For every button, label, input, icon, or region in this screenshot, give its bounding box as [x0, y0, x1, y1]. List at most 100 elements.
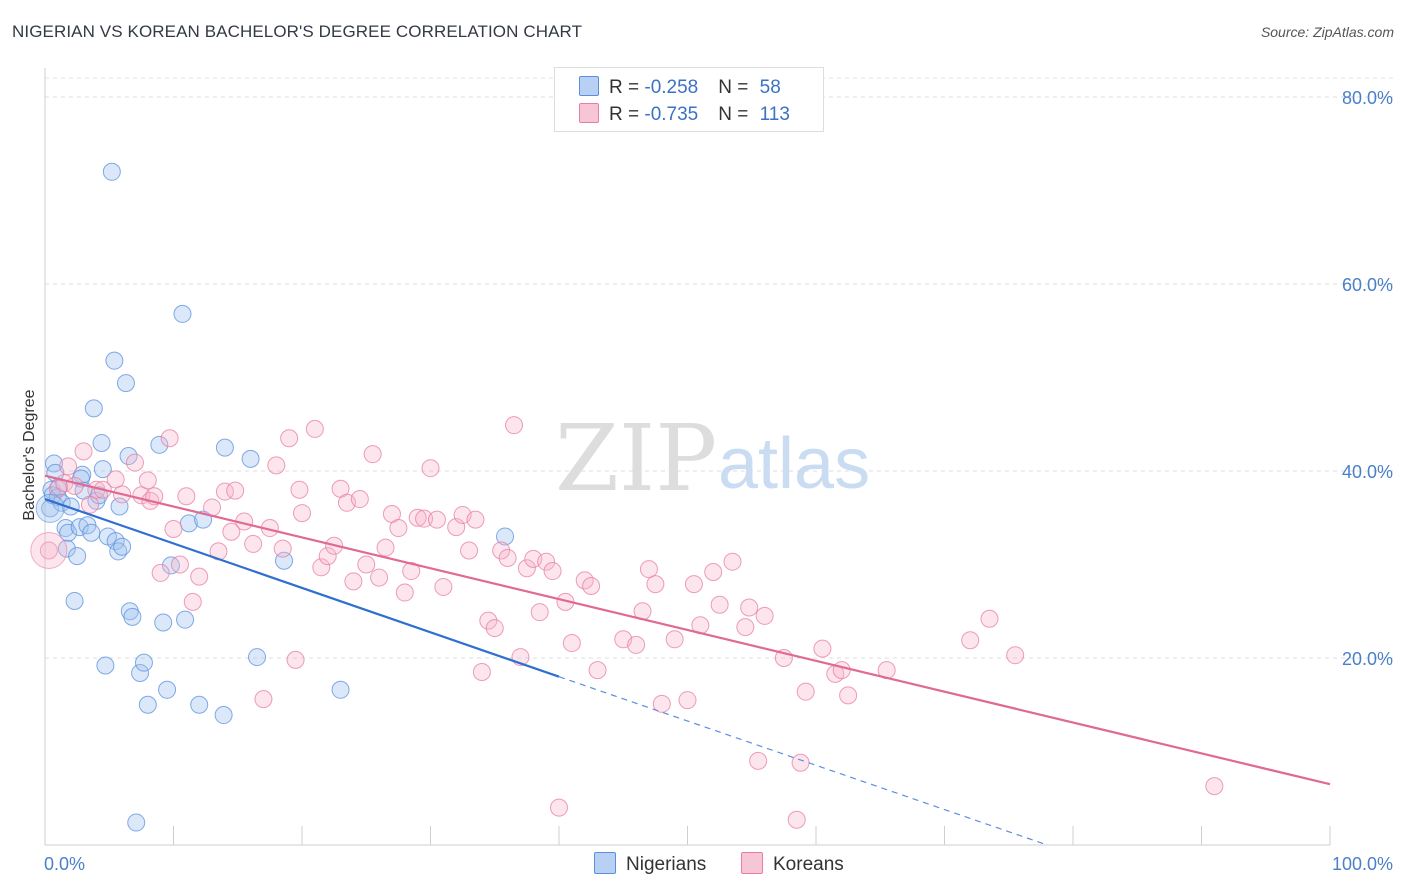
korean-point: [472, 663, 491, 682]
watermark-zip: ZIP: [555, 405, 717, 512]
nigerian-point: [214, 706, 233, 725]
y-tick-label: 40.0%: [1342, 462, 1393, 482]
korean-point: [125, 453, 144, 472]
chart-title: NIGERIAN VS KOREAN BACHELOR'S DEGREE COR…: [12, 22, 583, 41]
korean-point: [190, 567, 209, 586]
korean-point: [652, 694, 671, 713]
korean-point: [344, 572, 363, 591]
korean-point: [665, 630, 684, 649]
korean-point: [215, 482, 234, 501]
korean-point: [813, 639, 832, 658]
korean-point: [639, 560, 658, 579]
korean-point: [530, 603, 549, 622]
korean-point: [980, 609, 999, 628]
nigerian-point: [68, 547, 87, 566]
korean-point: [678, 691, 697, 710]
nigerian-point: [134, 653, 153, 672]
korean-point: [177, 487, 196, 506]
korean-point: [408, 508, 427, 527]
korean-point: [684, 575, 703, 594]
y-tick-label: 20.0%: [1342, 649, 1393, 669]
legend-swatch-koreans: [741, 852, 763, 874]
korean-point: [434, 577, 453, 596]
nigerian-point: [154, 613, 173, 632]
korean-point: [318, 547, 337, 566]
nigerian-point: [61, 497, 80, 516]
korean-point: [832, 661, 851, 680]
stat-r-label: R =: [609, 77, 645, 98]
legend-item-koreans[interactable]: Koreans: [741, 852, 844, 876]
korean-point: [376, 538, 395, 557]
nigerian-point: [158, 680, 177, 699]
nigerian-point-cluster: [35, 493, 65, 523]
korean-point: [273, 539, 292, 558]
nigerian-point: [113, 537, 132, 556]
korean-point: [562, 634, 581, 653]
korean-point: [736, 618, 755, 637]
korean-point: [106, 470, 125, 489]
korean-point: [226, 481, 245, 500]
korean-point: [1205, 777, 1224, 796]
korean-point: [39, 541, 58, 560]
korean-point: [517, 559, 536, 578]
y-tick-label: 80.0%: [1342, 88, 1393, 108]
nigerian-point: [331, 680, 350, 699]
legend-label-nigerians: Nigerians: [626, 854, 707, 875]
stat-row-koreans: R = -0.735 N = 113: [579, 103, 790, 127]
legend-swatch-nigerians: [594, 852, 616, 874]
nigerian-point: [176, 610, 195, 629]
korean-point: [791, 753, 810, 772]
nigerian-point: [44, 454, 63, 473]
korean-point: [505, 416, 524, 435]
nigerian-point: [93, 460, 112, 479]
nigerian-point: [70, 518, 89, 537]
korean-point: [427, 510, 446, 529]
nigerian-point: [138, 695, 157, 714]
korean-point: [389, 519, 408, 538]
korean-point: [492, 541, 511, 560]
stat-r-value: -0.258: [644, 77, 699, 98]
korean-point: [582, 577, 601, 596]
nigerian-point: [102, 162, 121, 181]
stat-n-value: 58: [759, 77, 781, 98]
korean-point: [280, 429, 299, 448]
stat-r-value: -0.735: [644, 104, 699, 125]
source-label: Source: ZipAtlas.com: [1260, 24, 1394, 40]
korean-point: [74, 442, 93, 461]
korean-point: [293, 504, 311, 523]
korean-point: [485, 619, 504, 638]
watermark: ZIP atlas: [555, 405, 870, 512]
nigerian-point: [105, 351, 124, 370]
nigerian-point: [92, 433, 111, 452]
nigerian-point: [131, 663, 150, 682]
nigerian-point: [123, 607, 142, 626]
nigerian-point: [116, 374, 135, 393]
nigerian-point: [161, 556, 180, 575]
nigerian-point: [84, 399, 103, 418]
nigerian-point: [215, 438, 234, 457]
nigerian-point: [150, 435, 169, 454]
korean-point: [839, 686, 858, 705]
nigerian-point: [119, 447, 138, 466]
korean-point: [267, 456, 286, 475]
korean-point: [961, 631, 980, 650]
legend-item-nigerians[interactable]: Nigerians: [594, 852, 706, 876]
korean-point: [460, 541, 479, 560]
koreans-swatch: [579, 103, 599, 123]
korean-point: [222, 522, 241, 541]
nigerian-trend-extension: [558, 676, 1048, 846]
korean-point: [415, 509, 434, 528]
korean-point: [421, 459, 440, 478]
stat-r-label: R =: [609, 104, 645, 125]
korean-point: [363, 445, 382, 464]
korean-point: [65, 476, 84, 495]
x-tick-label-max: 100.0%: [1332, 854, 1393, 874]
legend-label-koreans: Koreans: [773, 854, 844, 875]
korean-point: [357, 555, 376, 574]
korean-point: [244, 534, 263, 553]
korean-point: [138, 471, 157, 490]
korean-point: [290, 480, 309, 499]
nigerian-point: [59, 523, 78, 542]
korean-point: [537, 552, 556, 571]
nigerian-point: [56, 519, 75, 538]
